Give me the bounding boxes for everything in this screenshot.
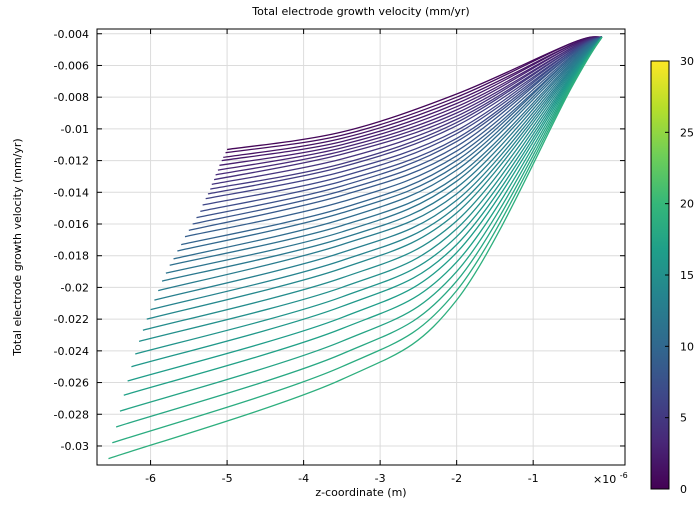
- series-line: [150, 36, 603, 311]
- series-line: [154, 36, 603, 301]
- x-tick-label: -6: [145, 472, 156, 485]
- series-line: [165, 36, 603, 274]
- series-line: [225, 36, 603, 154]
- x-multiplier: ×10 -6: [593, 471, 628, 486]
- x-tick-label: -4: [298, 472, 309, 485]
- y-tick-label: -0.012: [54, 155, 89, 168]
- x-tick-label: -3: [375, 472, 386, 485]
- series-line: [217, 36, 603, 171]
- series-line: [221, 36, 603, 162]
- colorbar-tick-label: 20: [680, 198, 694, 211]
- colorbar-tick-label: 15: [680, 269, 694, 282]
- plot-frame: [96, 28, 626, 466]
- y-tick-label: -0.016: [54, 218, 89, 231]
- series-line: [108, 36, 603, 460]
- y-tick-label: -0.028: [54, 408, 89, 421]
- y-axis-ticks: -0.004 -0.006 -0.008 -0.01 -0.012 -0.014 -0.01…: [54, 28, 625, 453]
- series-line: [138, 36, 603, 342]
- series-line: [142, 36, 603, 331]
- series-lines: [108, 36, 603, 460]
- x-axis-ticks: -6 -5 -4 -3 -2 -1: [145, 29, 539, 485]
- series-line: [173, 36, 603, 260]
- grid-lines: [97, 29, 625, 465]
- series-line: [169, 36, 603, 266]
- y-axis-label: Total electrode growth velocity (mm/yr): [11, 138, 24, 356]
- series-line: [146, 36, 603, 320]
- series-line: [127, 36, 603, 382]
- y-tick-label: -0.026: [54, 377, 89, 390]
- y-tick-label: -0.024: [54, 345, 89, 358]
- colorbar-tick-label: 30: [680, 55, 694, 68]
- series-line: [135, 36, 603, 355]
- series-line: [188, 36, 603, 231]
- series-line: [161, 36, 603, 282]
- colorbar-tick-label: 25: [680, 126, 694, 139]
- x-multiplier-exponent: -6: [620, 471, 628, 480]
- series-line: [123, 36, 603, 396]
- x-multiplier-base: ×10: [593, 473, 616, 486]
- y-tick-label: -0.004: [54, 28, 89, 41]
- y-tick-label: -0.014: [54, 186, 89, 199]
- y-tick-label: -0.03: [61, 440, 89, 453]
- y-tick-label: -0.022: [54, 313, 89, 326]
- series-line: [181, 36, 603, 246]
- x-axis-label: z-coordinate (m): [315, 486, 406, 499]
- y-tick-label: -0.006: [54, 59, 89, 72]
- series-line: [192, 36, 603, 225]
- series-line: [210, 36, 603, 190]
- series-line: [131, 36, 603, 368]
- colorbar-tick-label: 10: [680, 340, 694, 353]
- colorbar-tick-label: 5: [680, 412, 687, 425]
- y-tick-label: -0.008: [54, 91, 89, 104]
- y-tick-label: -0.018: [54, 250, 89, 263]
- series-line: [119, 36, 603, 412]
- series-line: [213, 36, 603, 181]
- colorbar-ticks: 0 5 10 15 20 25 30: [665, 55, 694, 496]
- y-tick-label: -0.01: [61, 123, 89, 136]
- y-tick-label: -0.02: [61, 281, 89, 294]
- colorbar-tick-label: 0: [680, 483, 687, 496]
- series-line: [115, 36, 603, 428]
- x-tick-label: -5: [222, 472, 233, 485]
- chart-title: Total electrode growth velocity (mm/yr): [251, 5, 469, 18]
- series-line: [200, 36, 603, 212]
- series-line: [112, 36, 603, 444]
- series-line: [158, 36, 603, 292]
- x-tick-label: -1: [528, 472, 539, 485]
- x-tick-label: -2: [451, 472, 462, 485]
- series-line: [177, 36, 603, 252]
- series-line: [205, 36, 603, 200]
